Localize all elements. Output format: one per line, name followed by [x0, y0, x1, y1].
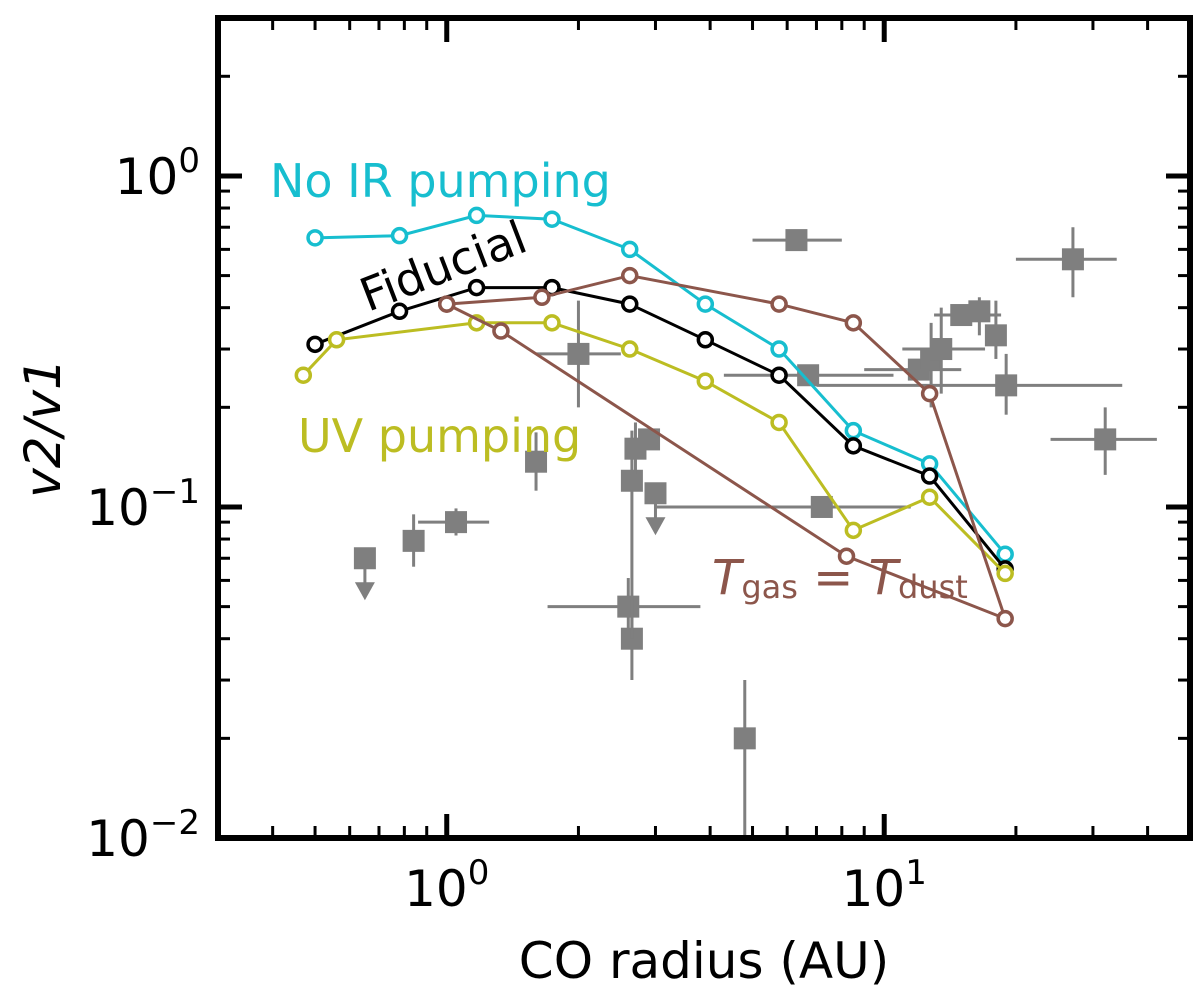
series-point [327, 331, 346, 349]
obs-point [402, 529, 425, 552]
obs-point [984, 324, 1007, 347]
obs-point [950, 304, 973, 327]
obs-upper-limit-arrow [645, 517, 666, 536]
series-point [306, 335, 324, 354]
series-point [390, 302, 409, 321]
y-tick-label: 100 [115, 141, 200, 206]
series-point [844, 421, 863, 440]
series-2 [294, 314, 1014, 583]
tick-labels: 100 101 10−2 10−1 100 [86, 141, 927, 918]
obs-point [644, 482, 667, 505]
series-3 [437, 266, 1014, 628]
series-point [996, 609, 1014, 628]
series-point [837, 547, 856, 565]
series-line [446, 274, 1008, 622]
series-point [294, 366, 313, 384]
annotation-tgas-equals-tdust: Tgas = Tdust [712, 550, 968, 606]
y-axis-label: v2/v1 [14, 358, 72, 498]
obs-point [733, 727, 756, 750]
series-point [996, 545, 1014, 563]
series-point [543, 314, 561, 332]
plot-frame [215, 15, 1193, 841]
series-line [314, 286, 1007, 570]
obs-point [353, 547, 376, 570]
y-tick-label: 10−1 [86, 472, 200, 537]
obs-point [567, 342, 590, 365]
series-point [620, 240, 639, 259]
series-point [844, 314, 863, 332]
series-point [306, 229, 324, 247]
model-series-layer [294, 206, 1014, 628]
series-point [620, 340, 639, 358]
obs-point [785, 229, 808, 252]
series-point [770, 413, 788, 432]
y-tick-label: 10−2 [86, 803, 200, 868]
series-point [390, 226, 409, 245]
observations-layer [353, 227, 1157, 838]
series-point [920, 384, 939, 403]
annotation-uv-pumping: UV pumping [298, 409, 581, 463]
series-point [920, 467, 939, 485]
series-point [492, 322, 510, 340]
series-point [696, 372, 715, 390]
svg-text:v2/v1: v2/v1 [14, 358, 72, 498]
series-point [543, 210, 561, 228]
obs-point [638, 428, 661, 451]
series-point [467, 206, 486, 225]
obs-point [445, 511, 468, 534]
series-point [844, 521, 863, 540]
series-point [770, 295, 788, 313]
series-point [620, 266, 639, 285]
obs-point [525, 450, 548, 473]
obs-point [930, 338, 953, 361]
obs-point [995, 374, 1018, 397]
x-tick-label: 101 [842, 853, 927, 918]
series-point [696, 331, 715, 349]
annotation-no-ir-pumping: No IR pumping [270, 154, 611, 208]
obs-point [797, 364, 820, 387]
obs-point [1061, 248, 1084, 271]
series-line [302, 321, 1007, 575]
series-point [533, 288, 551, 307]
series-point [696, 295, 715, 313]
x-axis-label: CO radius (AU) [519, 932, 889, 989]
series-point [437, 295, 456, 313]
x-tick-label: 100 [404, 853, 489, 918]
series-line [315, 213, 1007, 556]
obs-point [1094, 428, 1117, 451]
obs-upper-limit-arrow [354, 582, 375, 601]
obs-point [620, 469, 643, 492]
series-point [844, 437, 863, 455]
obs-point [810, 495, 833, 518]
series-point [770, 366, 788, 384]
series-point [620, 295, 639, 313]
series-point [920, 488, 939, 506]
series-point [467, 278, 486, 297]
series-point [996, 564, 1014, 583]
obs-point [617, 595, 640, 618]
obs-point [968, 300, 991, 323]
series-0 [306, 206, 1014, 563]
series-point [770, 340, 788, 358]
